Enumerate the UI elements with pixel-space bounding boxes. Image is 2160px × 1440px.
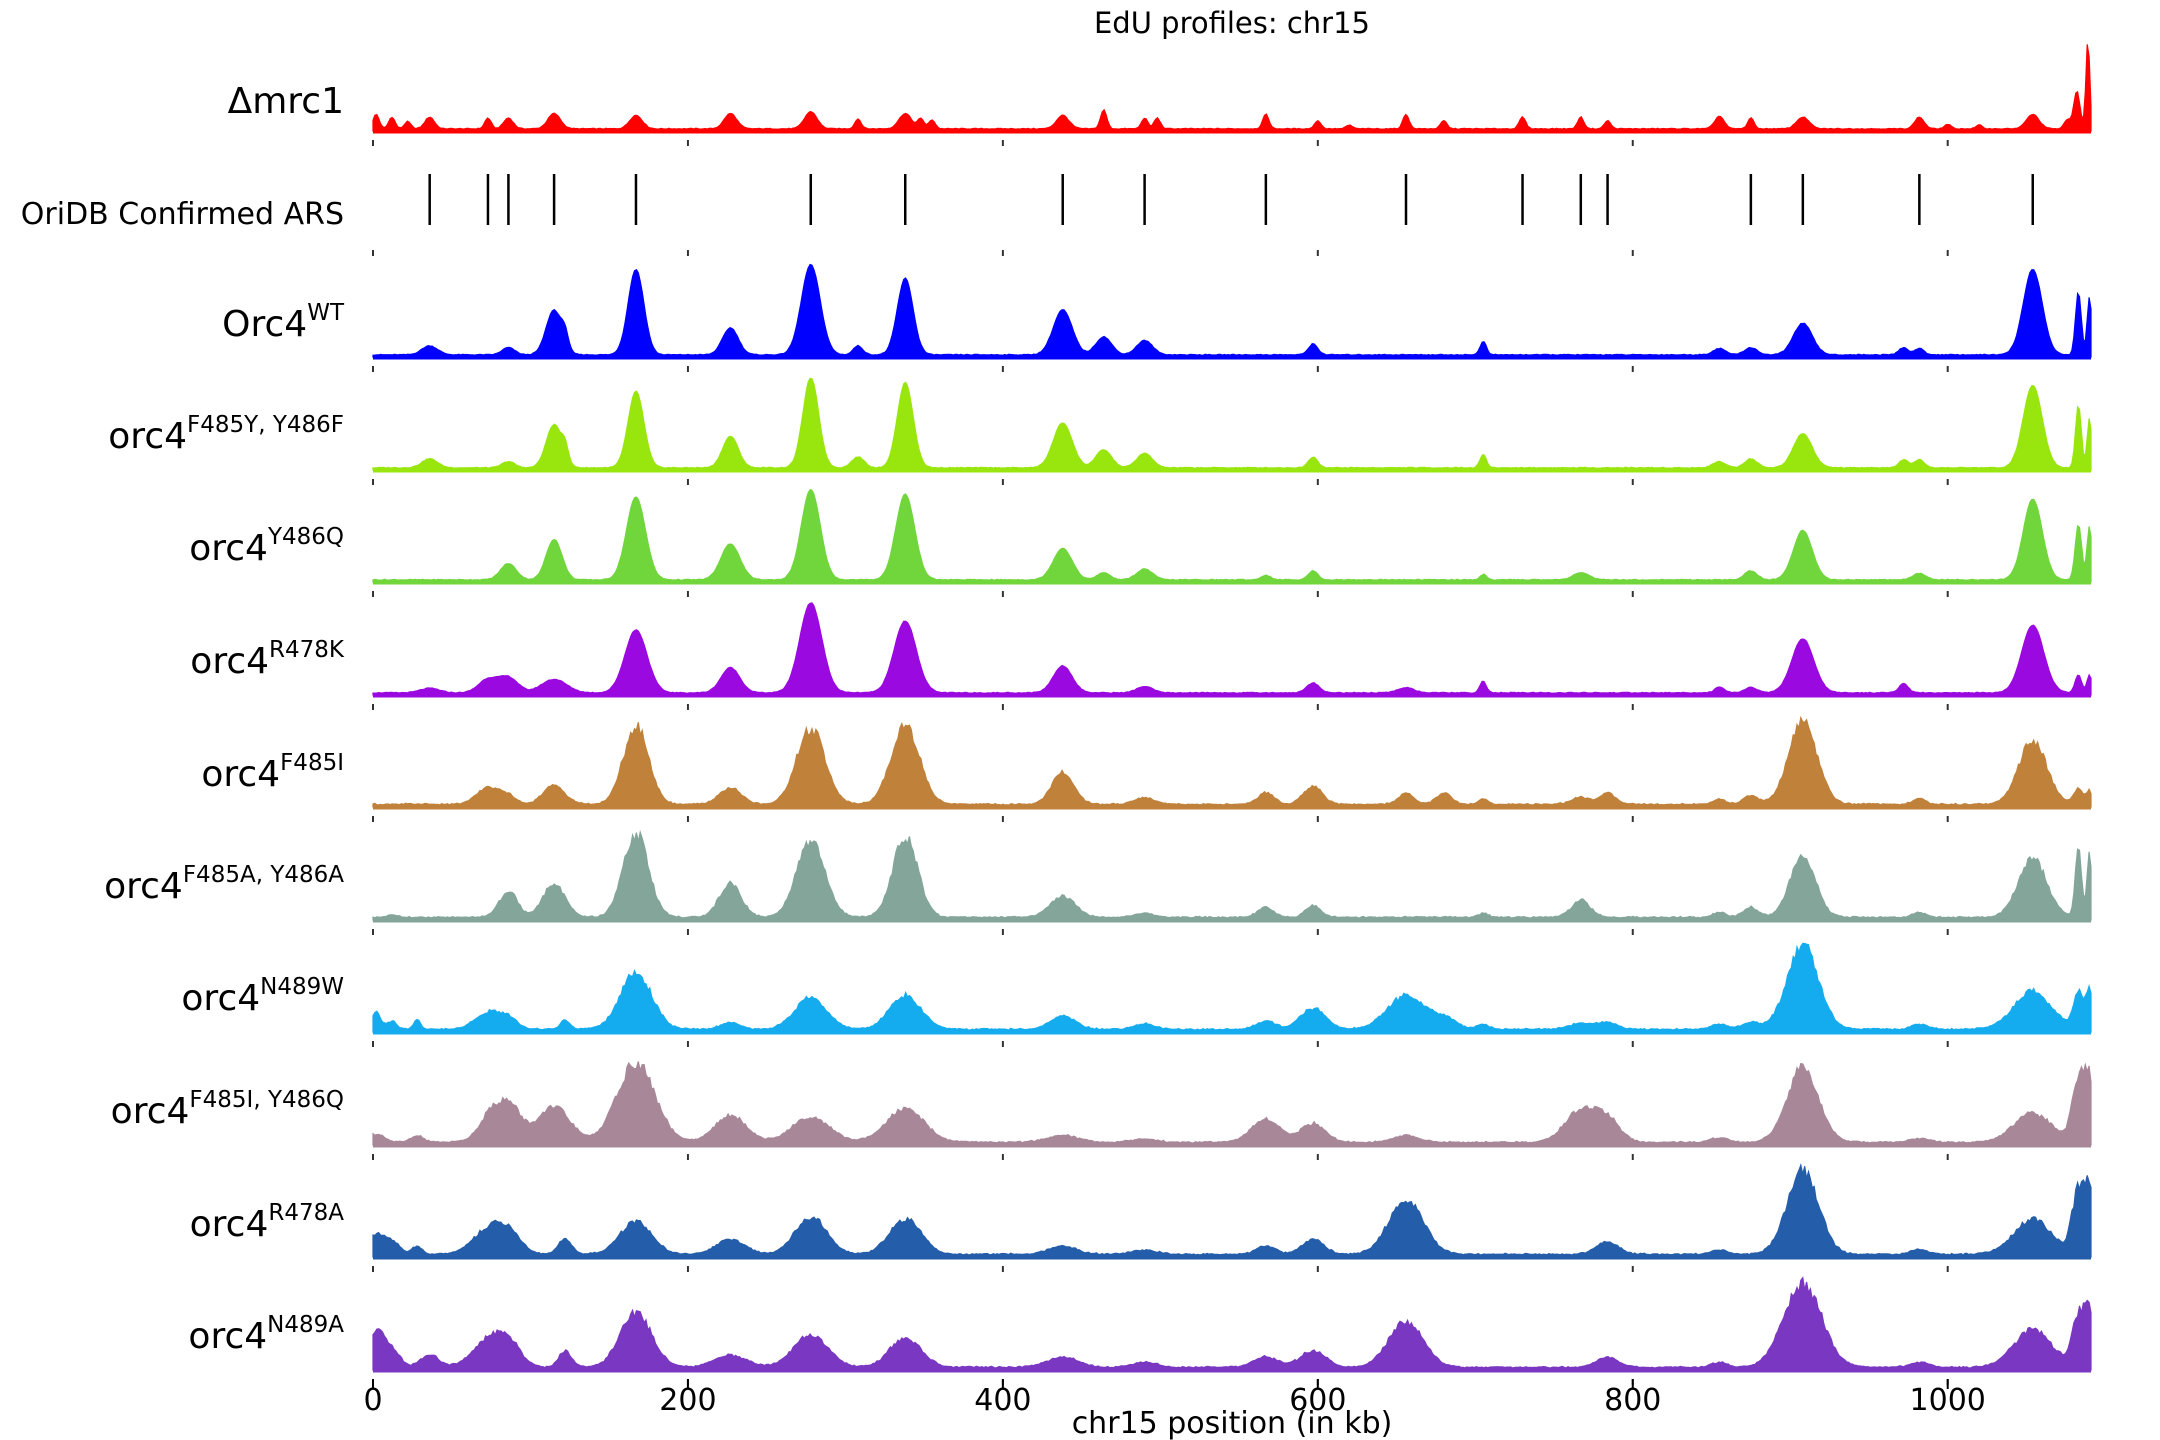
- x-tick-label: 200: [659, 1383, 716, 1418]
- series-label-sup: F485I: [280, 750, 344, 776]
- series-label: orc4R478K: [190, 637, 345, 682]
- series-track: Orc4WT: [222, 263, 2092, 372]
- series-label-sup: F485A, Y486A: [183, 862, 344, 888]
- series-label-sup: F485I, Y486Q: [189, 1087, 344, 1113]
- series-label: orc4F485A, Y486A: [104, 862, 344, 907]
- series-label-main: orc4: [190, 1204, 269, 1245]
- series-track: orc4R478K: [190, 602, 2092, 710]
- ars-track: OriDB Confirmed ARS: [21, 174, 2034, 256]
- series-track: orc4F485Y, Y486F: [108, 377, 2092, 485]
- series-label-main: orc4: [181, 978, 260, 1019]
- x-tick-label: 0: [363, 1383, 382, 1418]
- series-track: orc4F485I, Y486Q: [111, 1061, 2092, 1160]
- series-area: [372, 1061, 2092, 1146]
- series-label-sup: N489W: [260, 974, 344, 1000]
- x-tick-label: 800: [1604, 1383, 1661, 1418]
- series-label-main: orc4: [188, 1316, 267, 1357]
- series-label-sup: WT: [307, 300, 345, 326]
- series-label-sup: F485Y, Y486F: [187, 412, 344, 438]
- series-label: orc4Y486Q: [189, 524, 344, 569]
- series-area: [372, 715, 2092, 808]
- series-area: [372, 1276, 2092, 1371]
- series-label-main: Δmrc1: [228, 81, 344, 122]
- series-area: [372, 1162, 2092, 1258]
- series-track: orc4N489W: [181, 942, 2092, 1047]
- series-label: Orc4WT: [222, 300, 345, 345]
- series-label: orc4N489W: [181, 974, 344, 1019]
- series-label-sup: N489A: [267, 1312, 344, 1338]
- series-label-main: orc4: [189, 528, 268, 569]
- series-label-main: orc4: [190, 641, 269, 682]
- chart-title: EdU profiles: chr15: [1094, 6, 1370, 40]
- series-area: [372, 602, 2092, 696]
- x-tick-label: 600: [1289, 1383, 1346, 1418]
- series-label-sup: R478A: [268, 1200, 344, 1226]
- series-area: [372, 829, 2092, 921]
- series-track: orc4F485A, Y486A: [104, 829, 2092, 935]
- series-area: [372, 942, 2092, 1033]
- series-track: orc4N489A: [188, 1276, 2092, 1385]
- series-label-main: orc4: [111, 1091, 190, 1132]
- series-track: orc4Y486Q: [189, 488, 2092, 597]
- series-label: orc4F485I, Y486Q: [111, 1087, 344, 1132]
- series-label-main: orc4: [201, 754, 280, 795]
- series-label: orc4N489A: [188, 1312, 344, 1357]
- series-label-main: orc4: [104, 866, 183, 907]
- ars-track-label: OriDB Confirmed ARS: [21, 197, 344, 232]
- series-area: [372, 488, 2092, 583]
- series-area: [372, 377, 2092, 471]
- series-label: orc4R478A: [190, 1200, 345, 1245]
- series-track: orc4F485I: [201, 715, 2092, 822]
- series-label: orc4F485Y, Y486F: [108, 412, 344, 457]
- series-track: Δmrc1: [228, 44, 2092, 146]
- series-label-main: orc4: [108, 416, 187, 457]
- x-tick-label: 1000: [1910, 1383, 1986, 1418]
- series-area: [372, 44, 2092, 132]
- x-axis: chr15 position (in kb) 0 200 400 600 800 1000: [363, 1379, 1986, 1440]
- series-label: Δmrc1: [228, 81, 344, 122]
- series-area: [372, 263, 2092, 358]
- series-label: orc4F485I: [201, 750, 344, 795]
- series-label-sup: R478K: [269, 637, 345, 663]
- series-label-main: Orc4: [222, 304, 307, 345]
- series-track: orc4R478A: [190, 1162, 2092, 1272]
- x-tick-label: 400: [974, 1383, 1031, 1418]
- x-axis-label: chr15 position (in kb): [1072, 1406, 1393, 1440]
- series-label-sup: Y486Q: [267, 524, 344, 550]
